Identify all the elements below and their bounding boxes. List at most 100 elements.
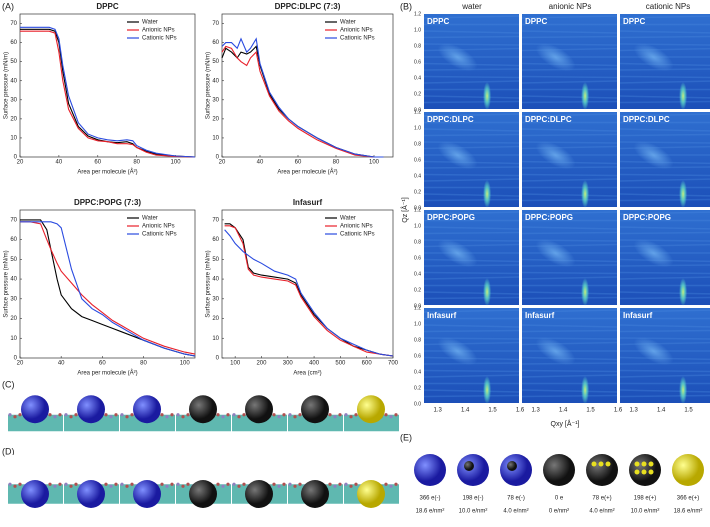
- y-tick-label: 0: [14, 155, 18, 161]
- headgroup: [333, 415, 337, 419]
- qz-tick-label: 0.8: [414, 141, 421, 147]
- qz-tick-label: 0.2: [414, 91, 421, 97]
- headgroup: [288, 482, 292, 486]
- qz-tick-label: 1.0: [414, 223, 421, 229]
- headgroup: [114, 482, 118, 486]
- streak: [521, 43, 618, 46]
- headgroup: [176, 413, 180, 417]
- bragg-peak: [483, 180, 492, 208]
- headgroup: [69, 484, 73, 488]
- y-tick-label: 40: [212, 277, 219, 283]
- headgroup: [232, 482, 236, 486]
- headgroup: [272, 413, 276, 417]
- headgroup: [8, 413, 12, 417]
- headgroup: [384, 482, 388, 486]
- series-line: [221, 37, 384, 158]
- x-tick-label: 100: [180, 361, 191, 367]
- streak: [521, 141, 618, 144]
- headgroup: [394, 482, 398, 486]
- headgroup: [74, 413, 78, 417]
- nanoparticle: [77, 480, 105, 508]
- np-charge: 78 e(-): [507, 496, 525, 502]
- y-tick-label: 70: [10, 21, 17, 27]
- headgroup: [293, 484, 297, 488]
- x-tick-label: 100: [171, 160, 182, 166]
- headgroup: [226, 482, 230, 486]
- legend-label: Cationic NPs: [142, 36, 177, 42]
- qz-tick-label: 0.0: [414, 303, 421, 309]
- streak: [619, 95, 710, 99]
- np-charge: 366 e(+): [677, 496, 700, 502]
- y-tick-label: 10: [212, 136, 219, 142]
- qz-tick-label: 1.0: [414, 27, 421, 33]
- row-label: DPPC:DLPC: [525, 115, 572, 124]
- streak: [423, 35, 520, 39]
- streak: [521, 95, 618, 99]
- streak: [619, 271, 710, 275]
- series-line: [221, 45, 384, 158]
- x-tick-label: 40: [257, 160, 264, 166]
- charge-patch: [648, 461, 654, 467]
- y-tick-label: 60: [212, 237, 219, 243]
- legend-label: Water: [142, 20, 158, 26]
- diffuse-peak: [437, 43, 478, 72]
- x-tick-label: 20: [219, 160, 226, 166]
- streak: [521, 193, 618, 197]
- headgroup: [354, 482, 358, 486]
- streak: [619, 239, 710, 242]
- streak: [619, 329, 710, 333]
- y-tick-label: 50: [212, 59, 219, 65]
- series-line: [20, 28, 196, 158]
- qz-axis-label: Qz [Å⁻¹]: [400, 197, 409, 223]
- streak: [619, 141, 710, 144]
- charge-patch: [634, 461, 640, 467]
- y-tick-label: 30: [10, 97, 17, 103]
- headgroup: [277, 415, 281, 419]
- row-label: Infasurf: [525, 311, 555, 320]
- streak: [619, 374, 710, 378]
- y-tick-label: 10: [10, 136, 17, 142]
- nanoparticle: [77, 395, 105, 424]
- legend-label: Anionic NPs: [142, 224, 175, 230]
- headgroup: [48, 482, 52, 486]
- qxy-tick-label: 1.3: [532, 408, 541, 414]
- headgroup: [237, 484, 241, 488]
- diffuse-peak: [535, 43, 576, 72]
- x-axis-label: Area (cm²): [293, 371, 321, 377]
- series-line: [224, 225, 394, 357]
- column-header: water: [461, 2, 482, 11]
- bragg-peak: [581, 82, 590, 110]
- headgroup: [181, 484, 185, 488]
- streak: [423, 15, 520, 19]
- headgroup: [282, 413, 286, 417]
- headgroup: [293, 415, 297, 419]
- streak: [521, 100, 618, 104]
- x-tick-label: 200: [256, 361, 267, 367]
- streak: [521, 389, 618, 393]
- x-tick-label: 60: [94, 160, 101, 166]
- x-tick-label: 40: [58, 361, 65, 367]
- column-header: anionic NPs: [549, 2, 592, 11]
- headgroup: [272, 482, 276, 486]
- streak: [521, 239, 618, 242]
- headgroup: [338, 482, 342, 486]
- x-tick-label: 300: [283, 361, 294, 367]
- streak: [619, 291, 710, 295]
- np-density: 4.0 e/nm²: [589, 509, 614, 515]
- x-tick-label: 400: [309, 361, 320, 367]
- streak: [521, 80, 618, 84]
- streak: [619, 309, 710, 313]
- headgroup: [104, 482, 108, 486]
- headgroup: [64, 482, 68, 486]
- qz-tick-label: 0.0: [414, 107, 421, 113]
- chart-title: Infasurf: [293, 198, 323, 207]
- headgroup: [18, 413, 22, 417]
- nanoparticle: [245, 480, 273, 508]
- streak: [521, 324, 618, 328]
- row-label: DPPC:DLPC: [623, 115, 670, 124]
- y-tick-label: 60: [10, 40, 17, 46]
- streak: [521, 178, 618, 182]
- y-axis-label: Surface pressure (mN/m): [206, 250, 212, 317]
- x-tick-label: 700: [388, 361, 399, 367]
